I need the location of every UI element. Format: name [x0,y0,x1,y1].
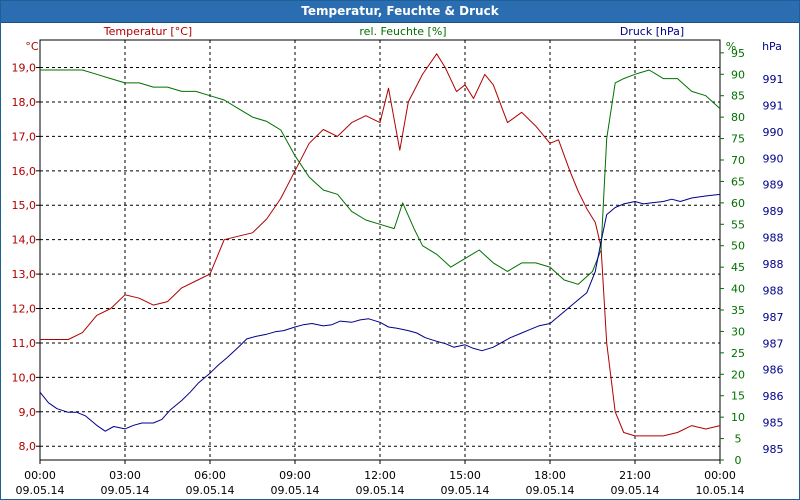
pressure-tick-label: 987 [763,337,784,350]
temperature-tick-label: 8,0 [19,440,37,453]
pressure-tick-label: 986 [763,390,784,403]
pressure-tick-label: 990 [763,126,784,139]
humidity-tick-label: 45 [731,261,745,274]
humidity-tick-label: 15 [731,390,745,403]
temperature-tick-label: 10,0 [12,371,37,384]
humidity-unit: % [726,40,736,53]
temperature-tick-label: 13,0 [12,268,37,281]
pressure-tick-label: 988 [763,232,784,245]
humidity-tick-label: 25 [731,347,745,360]
pressure-tick-label: 990 [763,152,784,165]
legend-pressure: Druck [hPa] [620,25,684,38]
x-tick-date: 09.05.14 [526,484,575,497]
humidity-tick-label: 40 [731,283,745,296]
series-line-temperature [40,53,721,437]
pressure-tick-label: 991 [763,73,784,86]
temperature-tick-label: 16,0 [12,165,37,178]
temperature-tick-label: 19,0 [12,62,37,75]
humidity-tick-label: 20 [731,368,745,381]
x-tick-date: 09.05.14 [611,484,660,497]
x-tick-date: 09.05.14 [16,484,65,497]
title-bar: Temperatur, Feuchte & Druck [1,1,799,23]
x-tick-time: 15:00 [449,469,481,482]
x-tick-date: 09.05.14 [356,484,405,497]
temperature-tick-label: 12,0 [12,303,37,316]
humidity-tick-label: 95 [731,47,745,60]
x-tick-time: 06:00 [194,469,226,482]
humidity-tick-label: 85 [731,90,745,103]
x-tick-time: 18:00 [534,469,566,482]
x-tick-time: 09:00 [279,469,311,482]
temperature-tick-label: 14,0 [12,234,37,247]
x-tick-time: 12:00 [364,469,396,482]
x-tick-date: 09.05.14 [186,484,235,497]
humidity-tick-label: 55 [731,218,745,231]
pressure-tick-label: 989 [763,205,784,218]
humidity-tick-label: 70 [731,154,745,167]
x-tick-time: 21:00 [619,469,651,482]
temperature-tick-label: 9,0 [19,406,37,419]
humidity-tick-label: 90 [731,68,745,81]
humidity-tick-label: 35 [731,304,745,317]
legend-temperature: Temperatur [°C] [103,25,192,38]
pressure-tick-label: 988 [763,284,784,297]
humidity-tick-label: 50 [731,240,745,253]
humidity-tick-label: 60 [731,197,745,210]
pressure-tick-label: 985 [763,443,784,456]
humidity-tick-label: 80 [731,111,745,124]
axes-layer: 00:00 09.05.14 03:00 09.05.14 06:00 09.05.14 0… [12,47,784,497]
chart-title: Temperatur, Feuchte & Druck [301,4,499,18]
x-tick-date: 09.05.14 [101,484,150,497]
pressure-tick-label: 987 [763,311,784,324]
humidity-tick-label: 75 [731,133,745,146]
x-tick-time: 03:00 [109,469,141,482]
humidity-tick-label: 0 [735,454,742,467]
temperature-tick-label: 11,0 [12,337,37,350]
temperature-tick-label: 17,0 [12,130,37,143]
x-tick-date: 09.05.14 [441,484,490,497]
legend-humidity: rel. Feuchte [%] [359,25,446,38]
temperature-unit: °C [25,40,39,53]
humidity-tick-label: 65 [731,175,745,188]
x-tick-time: 00:00 [704,469,736,482]
humidity-tick-label: 5 [735,433,742,446]
x-tick-time: 00:00 [24,469,56,482]
humidity-tick-label: 10 [731,411,745,424]
series-layer [39,53,721,437]
x-tick-date: 09.05.14 [271,484,320,497]
pressure-unit: hPa [762,40,782,53]
pressure-tick-label: 991 [763,99,784,112]
temperature-tick-label: 18,0 [12,96,37,109]
x-tick-date: 10.05.14 [696,484,745,497]
temperature-tick-label: 15,0 [12,199,37,212]
pressure-tick-label: 989 [763,179,784,192]
pressure-tick-label: 986 [763,364,784,377]
series-line-humidity [40,69,721,285]
pressure-tick-label: 985 [763,417,784,430]
pressure-tick-label: 988 [763,258,784,271]
series-line-pressure [39,193,721,432]
humidity-tick-label: 30 [731,325,745,338]
